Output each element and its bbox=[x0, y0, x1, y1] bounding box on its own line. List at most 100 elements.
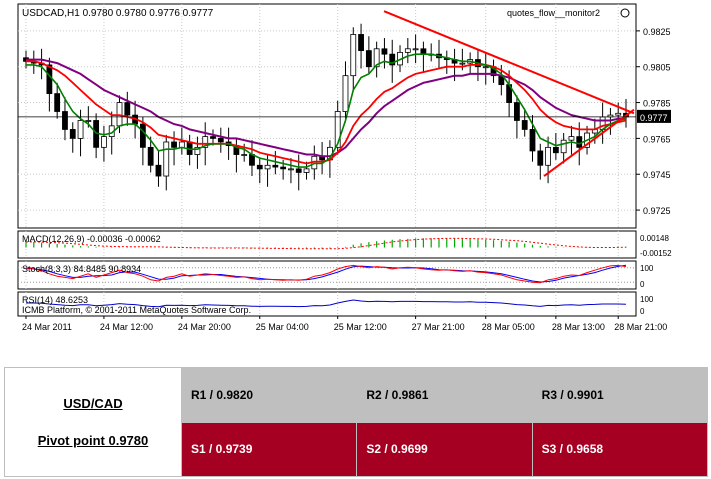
candle-body bbox=[241, 154, 248, 156]
candle-body bbox=[155, 164, 162, 177]
candle-body bbox=[46, 64, 53, 95]
candle-body bbox=[210, 136, 216, 139]
current-price-label: 0.9777 bbox=[640, 113, 668, 123]
x-tick-label: 25 Mar 04:00 bbox=[256, 322, 309, 332]
r1-cell: R1 / 0.9820 bbox=[180, 367, 358, 423]
candle-body bbox=[381, 48, 388, 55]
macd-label: MACD(12,26,9) -0.00036 -0.00062 bbox=[22, 234, 161, 244]
candle-body bbox=[77, 120, 84, 139]
stoch-tick-top: 100 bbox=[640, 264, 654, 273]
candle-body bbox=[342, 75, 349, 112]
candle-body bbox=[256, 164, 263, 170]
candle-body bbox=[163, 141, 170, 177]
candle-body bbox=[303, 168, 310, 173]
candle-body bbox=[124, 102, 131, 116]
symbol-header: USDCAD,H1 0.9780 0.9780 0.9776 0.9777 bbox=[22, 8, 214, 19]
ma-fast-line bbox=[26, 53, 627, 168]
candle-body bbox=[459, 62, 466, 65]
resistance-trendline bbox=[383, 10, 635, 115]
candle-body bbox=[85, 120, 92, 122]
rsi-tick-bottom: 0 bbox=[640, 307, 645, 316]
rsi-line bbox=[26, 299, 627, 308]
candle-body bbox=[217, 137, 224, 143]
candle-body bbox=[545, 146, 551, 166]
candle-body bbox=[147, 146, 154, 166]
candle-body bbox=[350, 34, 357, 77]
y-tick-label: 0.9745 bbox=[643, 170, 671, 180]
candle-body bbox=[62, 111, 68, 130]
x-tick-label: 24 Mar 2011 bbox=[22, 322, 72, 332]
candle-body bbox=[514, 102, 520, 121]
candle-body bbox=[54, 93, 61, 112]
candle-body bbox=[576, 136, 583, 148]
x-tick-label: 24 Mar 12:00 bbox=[100, 322, 153, 332]
candle-body bbox=[202, 136, 209, 148]
candle-body bbox=[404, 48, 411, 53]
candle-body bbox=[334, 111, 341, 148]
candle-body bbox=[615, 112, 622, 116]
s2-cell: S2 / 0.9699 bbox=[356, 421, 533, 477]
x-tick-label: 28 Mar 13:00 bbox=[552, 322, 605, 332]
r3-cell: R3 / 0.9901 bbox=[531, 367, 709, 423]
candle-body bbox=[373, 48, 380, 68]
y-tick-label: 0.9825 bbox=[643, 27, 671, 37]
copyright-label: ICMB Platform, © 2001-2011 MetaQuotes So… bbox=[22, 305, 251, 315]
candle-body bbox=[420, 48, 427, 55]
stoch-label: Stoch(8,3,3) 84.8485 90.8934 bbox=[22, 264, 141, 274]
candle-body bbox=[288, 168, 294, 171]
candle-body bbox=[552, 146, 559, 154]
stoch-tick-bottom: 0 bbox=[640, 280, 645, 289]
y-tick-label: 0.9805 bbox=[643, 63, 671, 73]
y-tick-label: 0.9785 bbox=[643, 99, 671, 109]
rsi-label: RSI(14) 48.6253 bbox=[22, 295, 88, 305]
candle-body bbox=[280, 166, 287, 170]
current-price-box bbox=[637, 109, 671, 123]
candle-body bbox=[560, 139, 567, 154]
panel-frame-0 bbox=[17, 3, 637, 229]
pivot-point-label: Pivot point 0.9780 bbox=[37, 433, 149, 448]
x-tick-label: 24 Mar 20:00 bbox=[178, 322, 231, 332]
r2-cell: R2 / 0.9861 bbox=[356, 367, 533, 423]
panel-frame-1 bbox=[17, 230, 637, 259]
candle-body bbox=[101, 136, 107, 148]
y-tick-label: 0.9765 bbox=[643, 134, 671, 144]
candle-body bbox=[365, 50, 372, 68]
s1-cell: S1 / 0.9739 bbox=[180, 421, 358, 477]
candle-body bbox=[521, 120, 528, 130]
candle-body bbox=[295, 168, 302, 173]
pair-label: USD/CAD bbox=[63, 396, 123, 411]
pivot-table: USD/CAD Pivot point 0.9780 R1 / 0.9820 R… bbox=[4, 367, 709, 477]
candle-body bbox=[194, 146, 201, 155]
macd-signal-line bbox=[26, 237, 627, 250]
stoch-main-line bbox=[25, 264, 627, 284]
forex-chart: 0.9825 0.9805 0.9785 0.9765 0.9745 0.9725 0.97… bbox=[17, 3, 672, 332]
candle-body bbox=[358, 34, 364, 51]
s3-cell: S3 / 0.9658 bbox=[531, 421, 709, 477]
candle-body bbox=[482, 66, 489, 69]
macd-tick-bottom: -0.00152 bbox=[640, 249, 672, 258]
rsi-tick-top: 100 bbox=[640, 295, 654, 304]
candle-body bbox=[568, 136, 575, 141]
macd-tick-top: 0.00148 bbox=[640, 234, 669, 243]
watermark-text: quotes_flow__monitor2 bbox=[507, 8, 600, 18]
candle-body bbox=[171, 141, 177, 148]
x-tick-label: 28 Mar 21:00 bbox=[614, 322, 667, 332]
candle-body bbox=[412, 48, 419, 51]
x-tick-label: 25 Mar 12:00 bbox=[334, 322, 387, 332]
support-trendline bbox=[543, 108, 635, 177]
clock-icon bbox=[620, 8, 630, 18]
y-tick-label: 0.9725 bbox=[643, 206, 671, 216]
candle-body bbox=[69, 129, 76, 139]
x-tick-label: 27 Mar 21:00 bbox=[412, 322, 465, 332]
candle-body bbox=[178, 141, 185, 148]
x-tick-label: 28 Mar 05:00 bbox=[482, 322, 535, 332]
candle-body bbox=[537, 150, 544, 166]
candle-body bbox=[139, 123, 146, 148]
candle-body bbox=[389, 53, 396, 66]
ma-slow-line bbox=[26, 58, 626, 158]
pair-cell: USD/CAD Pivot point 0.9780 bbox=[4, 367, 182, 477]
chart-canvas: 0.9825 0.9805 0.9785 0.9765 0.9745 0.9725 0.97… bbox=[17, 3, 672, 332]
candle-body bbox=[529, 129, 536, 152]
candle-body bbox=[264, 164, 271, 170]
candle-body bbox=[272, 164, 279, 168]
